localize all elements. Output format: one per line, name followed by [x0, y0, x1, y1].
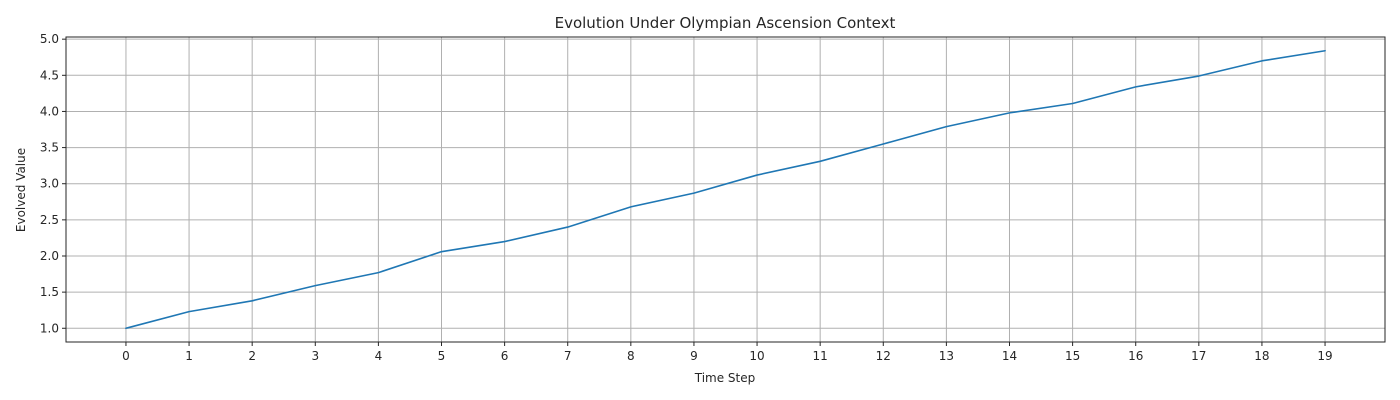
- axis-ticks: 0 1 2 3 4 5 6 7 8 9 10 11 12 13 14 15 16 17 18 191.01.52.02…: [40, 32, 1333, 363]
- y-tick-label: 4.0: [40, 104, 59, 118]
- x-tick-label: 2: [248, 349, 256, 363]
- x-tick-label: 10: [749, 349, 764, 363]
- x-tick-label: 4: [375, 349, 383, 363]
- x-tick-label: 11: [813, 349, 828, 363]
- y-tick-label: 2.0: [40, 249, 59, 263]
- chart-title: Evolution Under Olympian Ascension Conte…: [555, 14, 896, 32]
- x-tick-label: 7: [564, 349, 572, 363]
- x-tick-label: 16: [1128, 349, 1143, 363]
- x-tick-label: 18: [1254, 349, 1269, 363]
- x-tick-label: 12: [876, 349, 891, 363]
- x-tick-label: 13: [939, 349, 954, 363]
- series-line: [125, 49, 1326, 330]
- y-tick-label: 3.5: [40, 141, 59, 155]
- y-tick-label: 4.5: [40, 68, 59, 82]
- y-tick-label: 2.5: [40, 213, 59, 227]
- y-tick-label: 5.0: [40, 32, 59, 46]
- y-tick-label: 1.5: [40, 285, 59, 299]
- plot-background: [66, 37, 1385, 342]
- x-tick-label: 17: [1191, 349, 1206, 363]
- x-tick-label: 19: [1317, 349, 1332, 363]
- x-axis-label: Time Step: [694, 371, 756, 385]
- x-tick-label: 14: [1002, 349, 1017, 363]
- x-tick-label: 9: [690, 349, 698, 363]
- x-tick-label: 0: [122, 349, 130, 363]
- y-tick-label: 3.0: [40, 177, 59, 191]
- x-tick-label: 3: [311, 349, 319, 363]
- plot-frame: [65, 36, 1386, 343]
- x-tick-label: 1: [185, 349, 193, 363]
- x-tick-label: 15: [1065, 349, 1080, 363]
- y-tick-label: 1.0: [40, 321, 59, 335]
- x-tick-label: 5: [438, 349, 446, 363]
- x-tick-label: 8: [627, 349, 635, 363]
- x-tick-label: 6: [501, 349, 509, 363]
- series-lines: [125, 49, 1326, 330]
- y-axis-label: Evolved Value: [14, 148, 28, 232]
